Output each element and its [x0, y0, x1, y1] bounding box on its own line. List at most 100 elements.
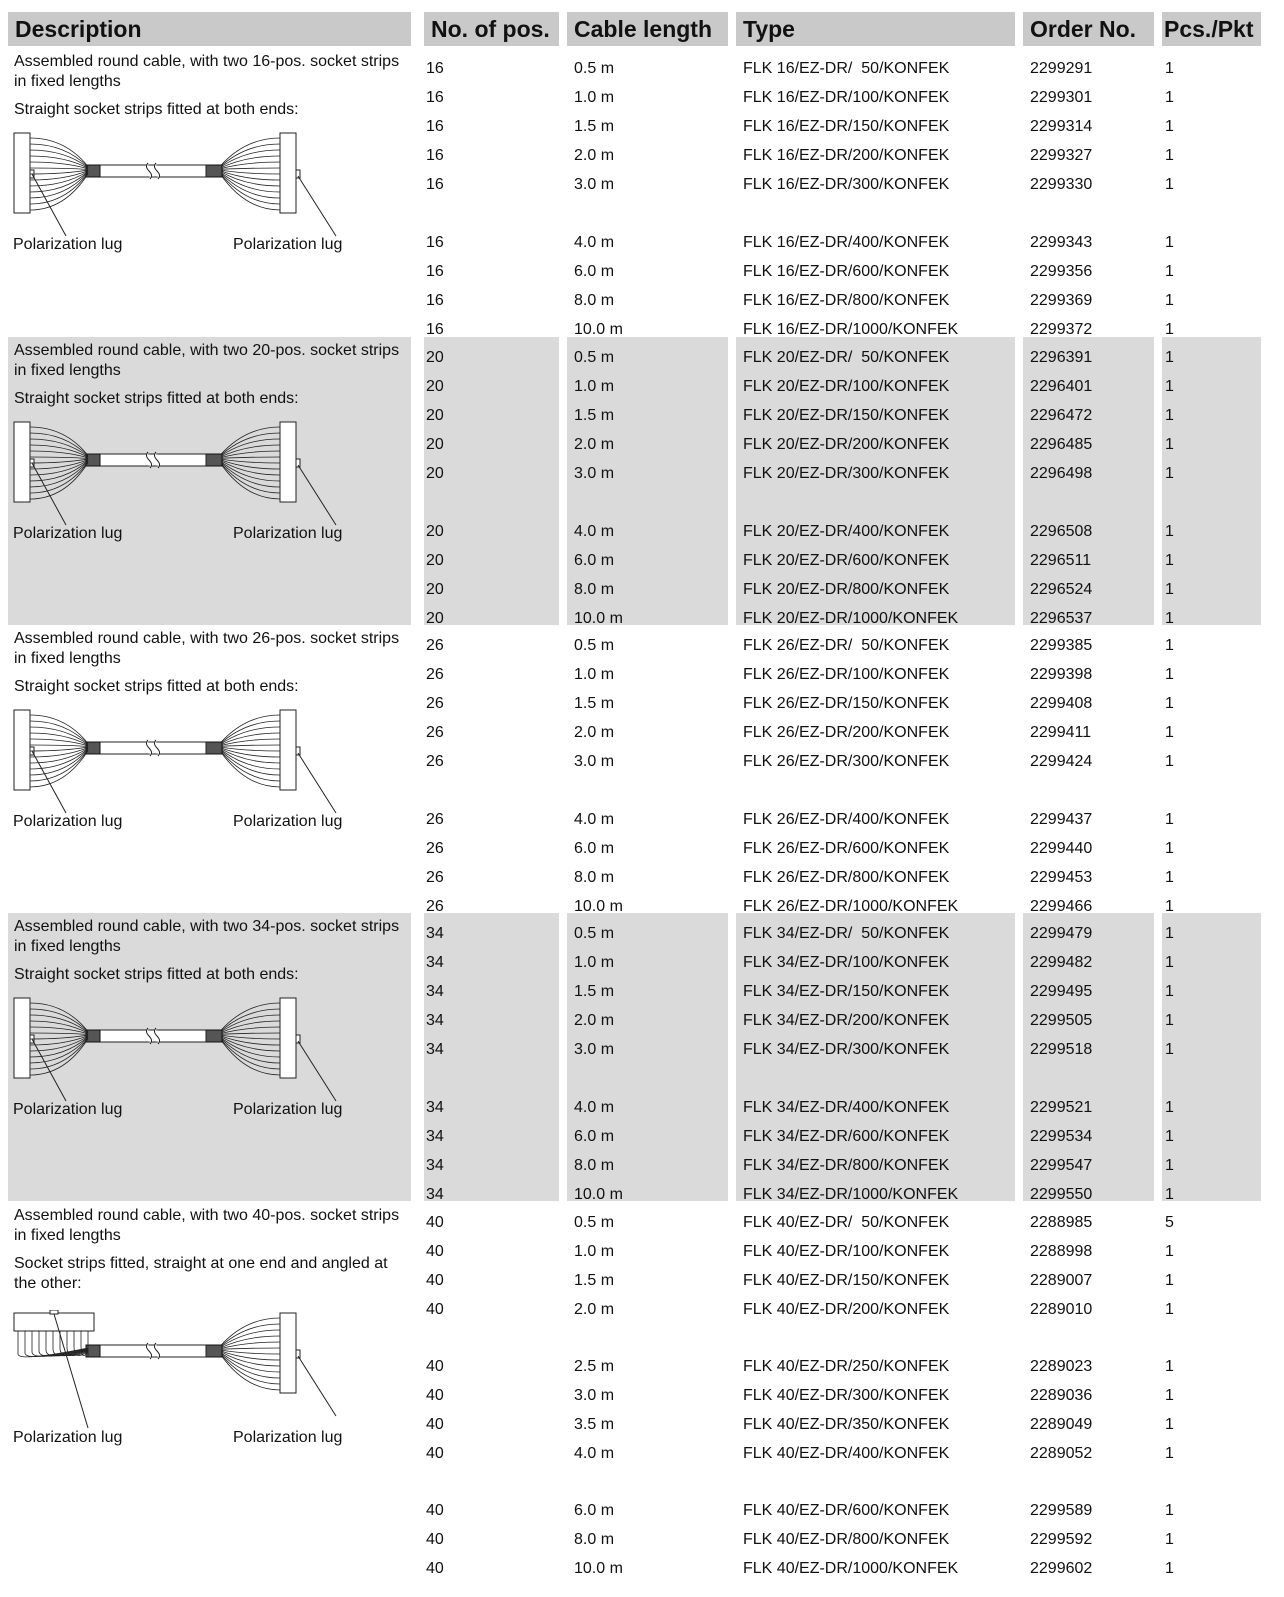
cell-pcs-pkt: 1: [1165, 954, 1174, 971]
cell-order-no: 2299547: [1030, 1157, 1093, 1174]
cell-pcs-pkt: 1: [1165, 552, 1174, 569]
polarization-lug-label-left: Polarization lug: [13, 236, 123, 253]
cell-positions: 40: [426, 1560, 444, 1577]
cell-order-no: 2299437: [1030, 811, 1093, 828]
cell-positions: 34: [426, 1157, 444, 1174]
cell-type: FLK 16/EZ-DR/600/KONFEK: [743, 263, 950, 280]
cell-positions: 40: [426, 1243, 444, 1260]
row-group-shading: [736, 913, 1015, 1201]
cell-order-no: 2299453: [1030, 869, 1093, 886]
cell-type: FLK 20/EZ-DR/150/KONFEK: [743, 407, 950, 424]
cell-pcs-pkt: 1: [1165, 1301, 1174, 1318]
cell-type: FLK 40/EZ-DR/100/KONFEK: [743, 1243, 950, 1260]
cell-pcs-pkt: 1: [1165, 378, 1174, 395]
cell-cable-length: 8.0 m: [574, 581, 615, 598]
cell-cable-length: 1.0 m: [574, 378, 615, 395]
cell-pcs-pkt: 1: [1165, 695, 1174, 712]
cell-pcs-pkt: 1: [1165, 1243, 1174, 1260]
cell-cable-length: 2.0 m: [574, 1012, 615, 1029]
polarization-lug-label-right: Polarization lug: [233, 525, 343, 542]
cell-type: FLK 40/EZ-DR/200/KONFEK: [743, 1301, 950, 1318]
cell-positions: 40: [426, 1531, 444, 1548]
cell-pcs-pkt: 1: [1165, 898, 1174, 915]
cell-pcs-pkt: 1: [1165, 983, 1174, 1000]
cell-positions: 20: [426, 523, 444, 540]
cell-order-no: 2299518: [1030, 1041, 1093, 1058]
cell-cable-length: 0.5 m: [574, 1214, 615, 1231]
cell-pcs-pkt: 1: [1165, 465, 1174, 482]
cell-positions: 16: [426, 234, 444, 251]
cell-pcs-pkt: 5: [1165, 1214, 1174, 1231]
group-description: Assembled round cable, with two 16-pos. …: [14, 53, 400, 90]
cell-type: FLK 16/EZ-DR/150/KONFEK: [743, 118, 950, 135]
cell-cable-length: 0.5 m: [574, 925, 615, 942]
group-description: Assembled round cable, with two 34-pos. …: [14, 918, 400, 955]
cell-type: FLK 26/EZ-DR/150/KONFEK: [743, 695, 950, 712]
polarization-lug-label-left: Polarization lug: [13, 1429, 123, 1446]
cell-type: FLK 26/EZ-DR/400/KONFEK: [743, 811, 950, 828]
header-type: Type: [736, 12, 1015, 46]
cell-positions: 34: [426, 954, 444, 971]
cell-cable-length: 10.0 m: [574, 1560, 623, 1577]
cell-order-no: 2299482: [1030, 954, 1093, 971]
cell-positions: 40: [426, 1214, 444, 1231]
cell-order-no: 2299330: [1030, 176, 1093, 193]
cell-pcs-pkt: 1: [1165, 869, 1174, 886]
cell-positions: 26: [426, 724, 444, 741]
cell-order-no: 2299369: [1030, 292, 1093, 309]
cell-positions: 16: [426, 118, 444, 135]
cell-cable-length: 6.0 m: [574, 840, 615, 857]
cable-diagram: [13, 132, 337, 237]
cell-order-no: 2299356: [1030, 263, 1093, 280]
cell-cable-length: 3.0 m: [574, 753, 615, 770]
cell-order-no: 2296472: [1030, 407, 1093, 424]
row-group-shading: [424, 913, 559, 1201]
cell-cable-length: 1.0 m: [574, 1243, 615, 1260]
polarization-lug-label-right: Polarization lug: [233, 813, 343, 830]
cell-positions: 16: [426, 60, 444, 77]
cell-pcs-pkt: 1: [1165, 666, 1174, 683]
cell-order-no: 2296508: [1030, 523, 1093, 540]
cell-pcs-pkt: 1: [1165, 176, 1174, 193]
cell-order-no: 2299398: [1030, 666, 1093, 683]
cell-pcs-pkt: 1: [1165, 523, 1174, 540]
cell-cable-length: 1.5 m: [574, 983, 615, 1000]
group-mounting-note: Straight socket strips fitted at both en…: [14, 390, 299, 407]
header-pcs-pkt: Pcs./Pkt: [1162, 12, 1261, 46]
cell-positions: 20: [426, 407, 444, 424]
row-group-shading: [736, 337, 1015, 625]
row-group-shading: [1162, 913, 1261, 1201]
cell-pcs-pkt: 1: [1165, 925, 1174, 942]
group-mounting-note: Straight socket strips fitted at both en…: [14, 101, 299, 118]
cell-order-no: 2299408: [1030, 695, 1093, 712]
row-group-shading: [567, 337, 728, 625]
cell-type: FLK 40/EZ-DR/ 50/KONFEK: [743, 1214, 950, 1231]
cell-cable-length: 10.0 m: [574, 1186, 623, 1203]
group-mounting-note: Straight socket strips fitted at both en…: [14, 966, 299, 983]
cell-cable-length: 2.0 m: [574, 724, 615, 741]
cell-order-no: 2299505: [1030, 1012, 1093, 1029]
row-group-shading: [1023, 913, 1154, 1201]
cell-cable-length: 4.0 m: [574, 234, 615, 251]
cell-pcs-pkt: 1: [1165, 292, 1174, 309]
cell-type: FLK 16/EZ-DR/300/KONFEK: [743, 176, 950, 193]
polarization-lug-label-left: Polarization lug: [13, 1101, 123, 1118]
cell-order-no: 2296498: [1030, 465, 1093, 482]
cell-cable-length: 3.0 m: [574, 1041, 615, 1058]
cell-cable-length: 2.0 m: [574, 436, 615, 453]
cell-cable-length: 6.0 m: [574, 1128, 615, 1145]
cell-pcs-pkt: 1: [1165, 840, 1174, 857]
cell-type: FLK 16/EZ-DR/1000/KONFEK: [743, 321, 959, 338]
cell-order-no: 2299314: [1030, 118, 1093, 135]
cell-type: FLK 20/EZ-DR/100/KONFEK: [743, 378, 950, 395]
cell-cable-length: 1.5 m: [574, 1272, 615, 1289]
cell-cable-length: 8.0 m: [574, 1157, 615, 1174]
cell-cable-length: 2.0 m: [574, 147, 615, 164]
cell-pcs-pkt: 1: [1165, 610, 1174, 627]
cell-pcs-pkt: 1: [1165, 1157, 1174, 1174]
cell-cable-length: 1.0 m: [574, 89, 615, 106]
cell-type: FLK 20/EZ-DR/200/KONFEK: [743, 436, 950, 453]
cell-pcs-pkt: 1: [1165, 263, 1174, 280]
cell-type: FLK 26/EZ-DR/ 50/KONFEK: [743, 637, 950, 654]
cell-type: FLK 40/EZ-DR/300/KONFEK: [743, 1387, 950, 1404]
